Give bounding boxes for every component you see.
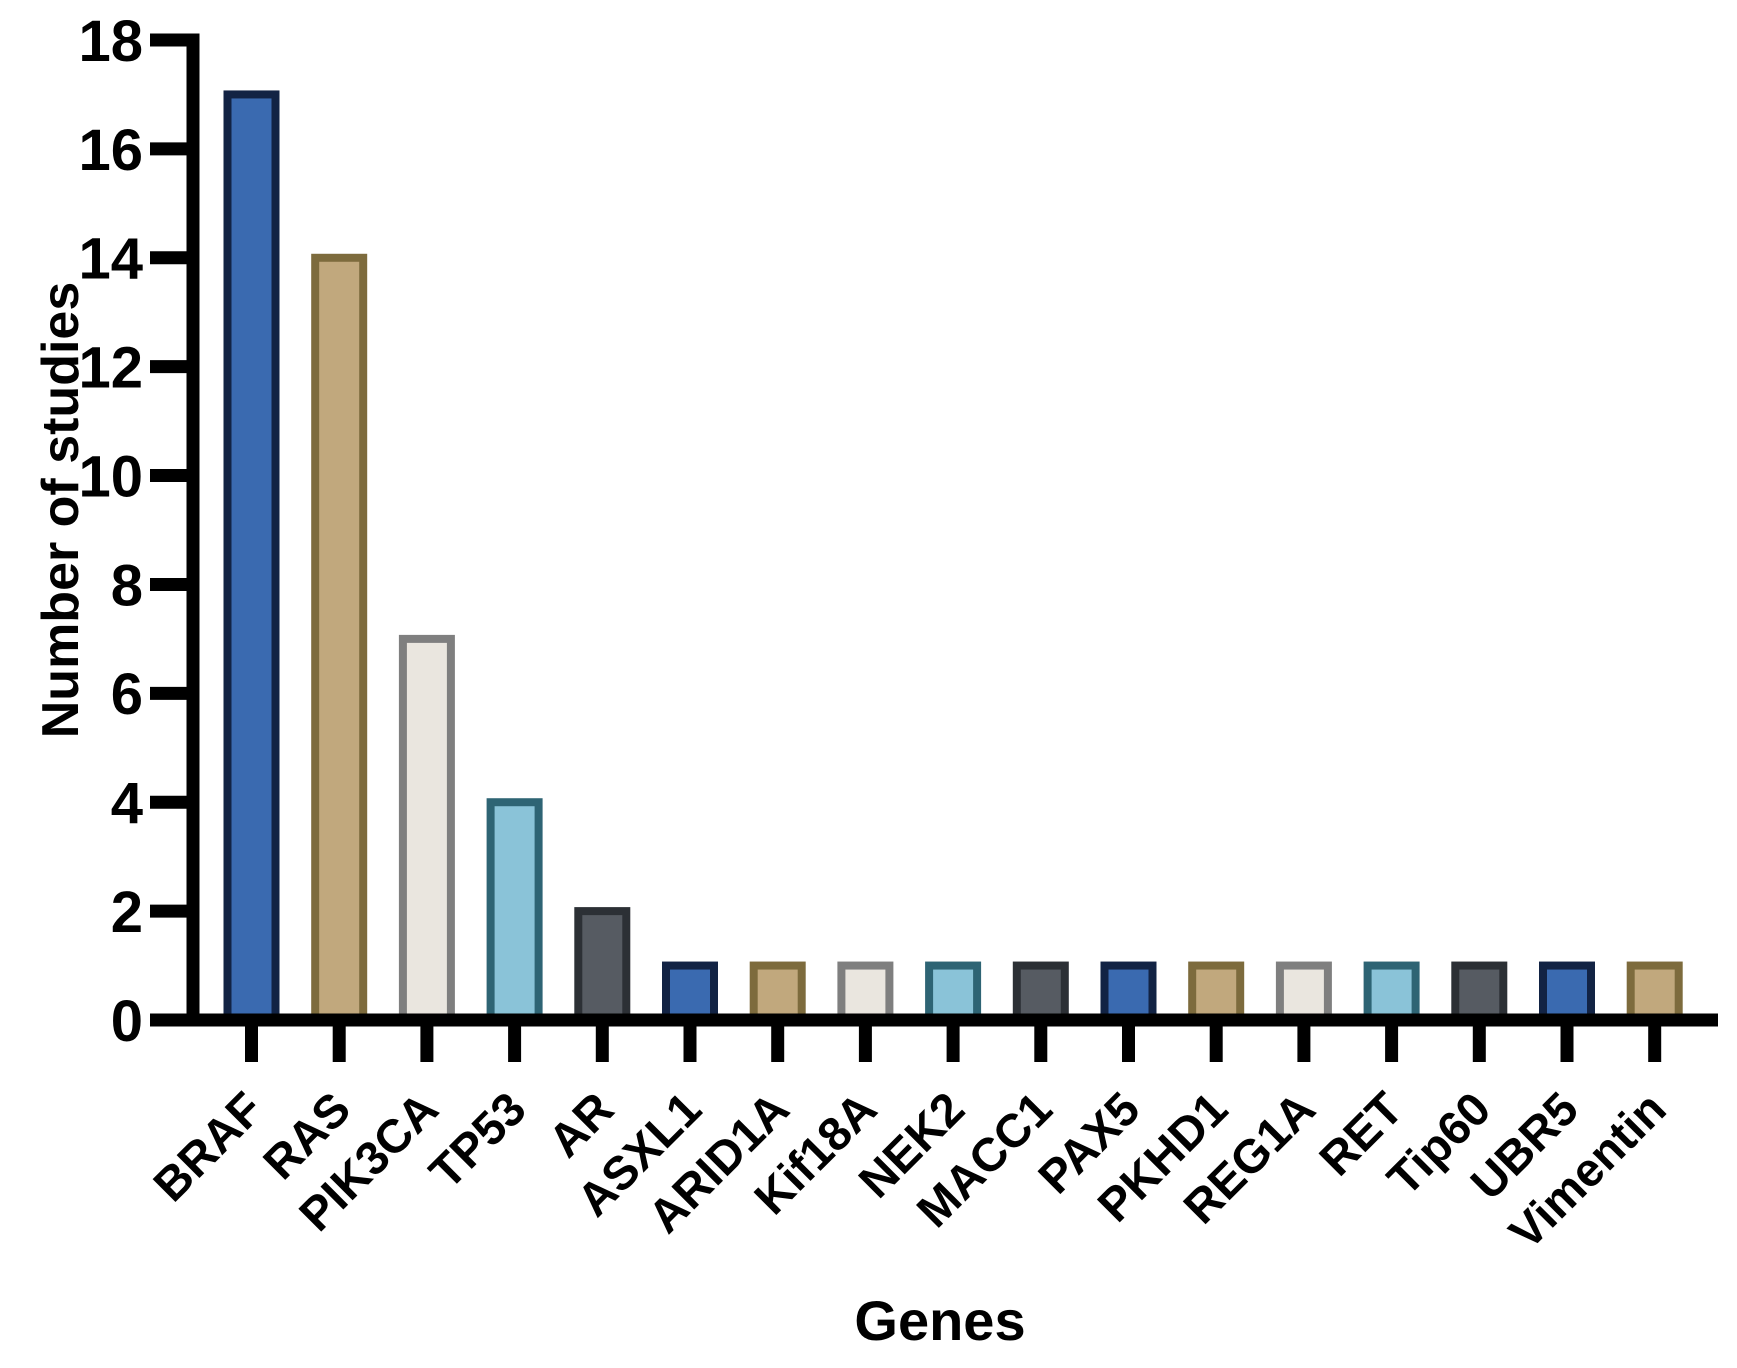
bar-PAX5 — [1100, 961, 1157, 1024]
ticks-layer — [150, 33, 1662, 1062]
y-tick-label: 18 — [78, 9, 143, 74]
bar-TP53 — [486, 798, 543, 1024]
bar-PIK3CA — [398, 634, 455, 1025]
bar-BRAF — [223, 90, 280, 1024]
x-tick-label-TP53: TP53 — [419, 1082, 536, 1199]
bar-PKHD1 — [1188, 961, 1245, 1024]
y-tick-label: 10 — [78, 444, 143, 509]
bar-Vimentin — [1626, 961, 1683, 1024]
bar-MACC1 — [1012, 961, 1069, 1024]
bar-REG1A — [1275, 961, 1332, 1024]
x-axis-title: Genes — [854, 1289, 1025, 1352]
bars-layer — [223, 90, 1683, 1025]
y-tick-label: 2 — [111, 880, 143, 945]
bar-Kif18A — [837, 961, 894, 1024]
y-tick-label: 16 — [78, 118, 143, 183]
bar-NEK2 — [925, 961, 982, 1024]
x-tick-label-BRAF: BRAF — [143, 1082, 273, 1212]
axes-layer — [186, 33, 1718, 1027]
bar-RET — [1363, 961, 1420, 1024]
y-tick-label: 0 — [111, 989, 143, 1054]
y-axis-title: Number of studies — [32, 282, 90, 739]
bar-AR — [574, 907, 631, 1024]
y-tick-label: 4 — [111, 771, 143, 836]
bar-Tip60 — [1451, 961, 1508, 1024]
y-tick-label: 6 — [111, 662, 143, 727]
bar-ASXL1 — [662, 961, 718, 1024]
y-tick-label: 8 — [111, 553, 143, 618]
y-tick-label: 14 — [78, 227, 143, 292]
bar-ARID1A — [749, 961, 806, 1024]
bar-UBR5 — [1539, 961, 1595, 1024]
bar-RAS — [311, 253, 368, 1024]
y-tick-label: 12 — [78, 336, 143, 401]
